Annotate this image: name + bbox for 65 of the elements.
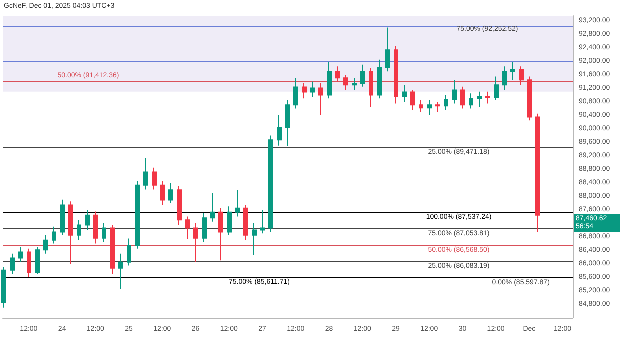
candlestick: [318, 82, 323, 116]
candlestick: [385, 27, 390, 72]
candlestick: [202, 212, 207, 243]
candlestick: [243, 204, 248, 241]
candlestick: [452, 80, 457, 104]
candlestick: [118, 253, 123, 290]
candlestick: [510, 62, 515, 81]
candlestick: [535, 113, 540, 233]
candlestick: [18, 246, 23, 263]
candlestick: [343, 74, 348, 91]
candlestick: [402, 84, 407, 103]
candlestick: [227, 206, 232, 236]
candlestick: [52, 226, 56, 244]
candlestick: [435, 102, 440, 113]
candlestick: [210, 192, 215, 222]
candlestick: [260, 210, 265, 234]
candlestick: [293, 78, 298, 110]
candlestick: [252, 223, 257, 256]
candlestick: [377, 59, 382, 100]
candlestick: [394, 46, 398, 104]
candlestick: [477, 91, 482, 108]
candlestick: [77, 220, 81, 241]
candlestick: [168, 182, 173, 204]
candlestick: [193, 223, 198, 263]
candlestick: [102, 223, 106, 243]
candlestick: [335, 66, 340, 82]
candlestick: [369, 68, 373, 108]
candlestick: [494, 76, 499, 101]
candlestick: [43, 234, 48, 254]
candlestick: [1, 266, 6, 308]
candlestick: [35, 246, 40, 275]
candlestick: [235, 190, 240, 218]
candlestick: [360, 64, 365, 88]
candlestick: [485, 91, 490, 104]
candlestick: [285, 100, 290, 147]
candlestick: [519, 66, 524, 86]
candlestick: [310, 81, 315, 98]
candlestick: [177, 186, 182, 226]
candlestick: [419, 100, 423, 113]
candlestick: [27, 248, 31, 278]
candlestick: [460, 86, 465, 110]
candlestick: [160, 180, 165, 206]
candlestick: [60, 199, 65, 236]
candlestick: [68, 201, 73, 265]
candlestick: [352, 78, 357, 91]
candlestick: [327, 62, 332, 100]
candlestick: [185, 216, 190, 240]
candlestick: [93, 211, 98, 244]
candlestick: [469, 93, 473, 110]
candlestick: [152, 167, 157, 190]
candlestick: [135, 180, 140, 250]
candlestick: [527, 76, 532, 122]
candlestick: [127, 238, 131, 266]
candlestick: [427, 100, 432, 116]
candlestick: [502, 66, 507, 91]
candlestick: [218, 208, 223, 262]
candlestick: [277, 114, 282, 146]
candlestick: [444, 94, 448, 111]
candlestick: [110, 224, 115, 275]
candlestick: [85, 210, 90, 231]
candlestick: [302, 82, 307, 100]
candlestick: [143, 158, 148, 190]
candlestick: [10, 253, 15, 275]
candlestick: [268, 135, 273, 232]
candlestick: [410, 90, 415, 111]
